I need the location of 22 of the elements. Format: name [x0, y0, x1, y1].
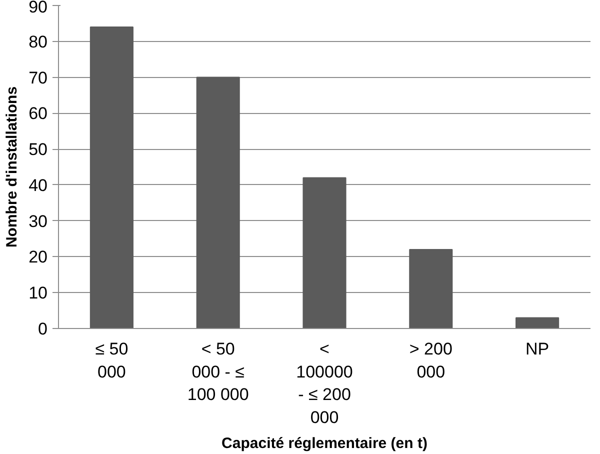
bar: [516, 317, 560, 328]
x-tick-label: < 50 000 - ≤ 100 000: [187, 340, 249, 404]
y-tick-label: 60: [28, 104, 48, 124]
x-tick-label: NP: [525, 340, 550, 358]
y-tick-label: 20: [28, 248, 48, 267]
y-tick-label: 0: [38, 320, 48, 338]
bar: [409, 249, 453, 328]
y-tick-label: 90: [28, 0, 48, 16]
x-tick-label: > 200 000: [409, 340, 452, 382]
y-tick-label: 30: [28, 212, 48, 231]
y-tick-label: 80: [28, 32, 48, 52]
bar: [90, 26, 134, 328]
y-axis-title: Nombre d'installations: [4, 86, 21, 248]
x-tick-label: < 100000 - ≤ 200 000: [296, 340, 353, 427]
x-tick-label: ≤ 50 000: [95, 340, 128, 382]
y-tick-label: 40: [28, 176, 48, 195]
bar: [196, 76, 240, 328]
x-axis-title: Capacité réglementaire (en t): [222, 434, 428, 452]
y-tick-label: 70: [28, 68, 48, 88]
y-tick-label: 10: [28, 284, 48, 303]
bar: [302, 177, 346, 328]
y-tick-label: 50: [28, 140, 48, 160]
